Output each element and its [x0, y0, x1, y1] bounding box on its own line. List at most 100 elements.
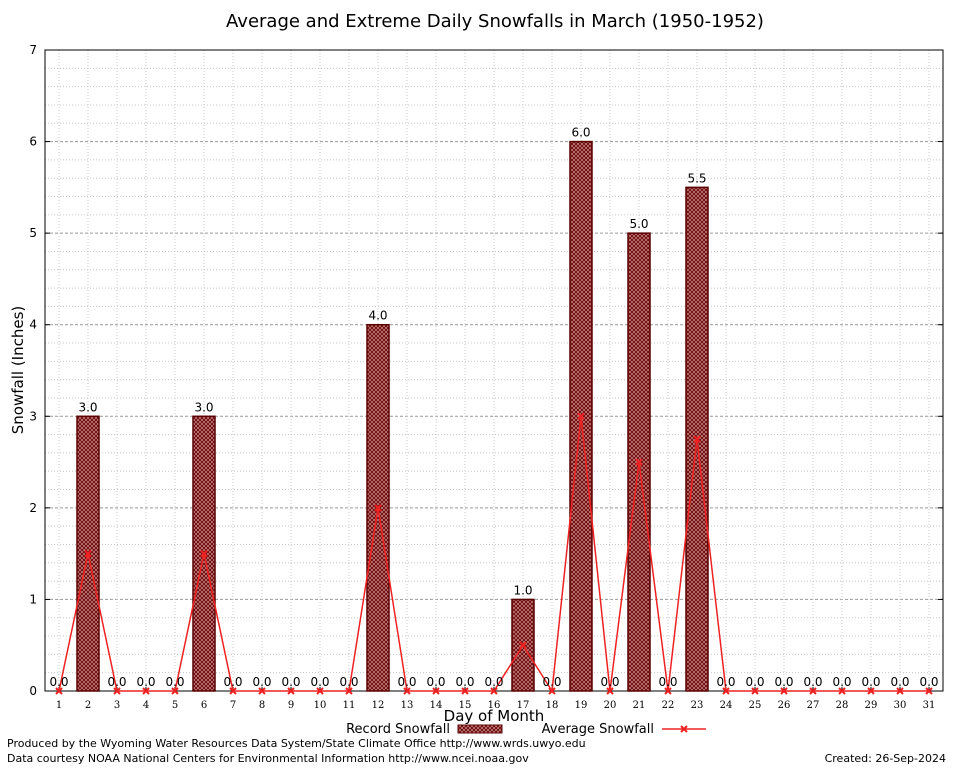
bar-value-label: 0.0: [803, 675, 822, 689]
bar-value-label: 0.0: [745, 675, 764, 689]
average-point: [664, 687, 672, 695]
bar-value-label: 0.0: [426, 675, 445, 689]
average-point: [722, 687, 730, 695]
x-tick-label: 9: [288, 700, 294, 711]
x-tick-label: 5: [172, 700, 178, 711]
y-tick-label: 0: [29, 684, 37, 698]
bar-value-label: 4.0: [368, 309, 387, 323]
y-tick-label: 5: [29, 226, 37, 240]
average-point: [461, 687, 469, 695]
x-tick-label: 17: [517, 700, 530, 711]
y-axis-label: Snowfall (Inches): [9, 306, 27, 434]
y-tick-label: 6: [29, 135, 37, 149]
bar-value-label: 0.0: [223, 675, 242, 689]
average-point: [838, 687, 846, 695]
bar-value-label: 0.0: [658, 675, 677, 689]
x-tick-label: 20: [604, 700, 617, 711]
x-tick-label: 10: [314, 700, 327, 711]
average-point: [229, 687, 237, 695]
bar-value-label: 0.0: [832, 675, 851, 689]
average-point: [490, 687, 498, 695]
bar-value-label: 0.0: [542, 675, 561, 689]
x-tick-label: 22: [662, 700, 675, 711]
bar-value-label: 0.0: [397, 675, 416, 689]
average-point: [635, 458, 643, 466]
x-tick-label: 31: [923, 700, 936, 711]
x-tick-label: 25: [749, 700, 762, 711]
average-point: [84, 549, 92, 558]
average-point: [693, 435, 701, 443]
average-point: [142, 687, 150, 695]
bar-value-label: 0.0: [774, 675, 793, 689]
legend-swatch-average-marker: [680, 725, 688, 733]
line-series: [55, 412, 933, 695]
average-point: [577, 412, 585, 420]
average-point: [896, 687, 904, 695]
bar-value-label: 0.0: [281, 675, 300, 689]
average-point: [345, 687, 353, 695]
bar-value-label: 0.0: [455, 675, 474, 689]
x-tick-label: 18: [546, 700, 559, 711]
average-point: [258, 687, 266, 695]
chart-title: Average and Extreme Daily Snowfalls in M…: [226, 11, 764, 32]
bar-value-label: 3.0: [194, 400, 213, 414]
average-point: [548, 687, 556, 695]
legend-swatch-record: [457, 724, 503, 734]
x-tick-label: 27: [807, 700, 820, 711]
x-axis-label: Day of Month: [444, 707, 545, 725]
bar-value-label: 5.5: [687, 171, 706, 185]
average-point: [316, 687, 324, 695]
average-line: [58, 416, 929, 694]
bar-value-label: 1.0: [513, 583, 532, 597]
x-tick-label: 15: [459, 700, 472, 711]
bar-value-label: 5.0: [629, 217, 648, 231]
x-tick-label: 12: [372, 700, 385, 711]
x-tick-label: 3: [114, 700, 120, 711]
x-tick-label: 30: [894, 700, 907, 711]
average-point: [55, 687, 63, 695]
x-tick-label: 16: [488, 700, 501, 711]
y-axis: 0 1 2 3 4 5 6 7: [29, 43, 943, 698]
bar-value-label: 0.0: [890, 675, 909, 689]
legend-label-average: Average Snowfall: [542, 722, 654, 737]
created-date: Created: 26-Sep-2024: [824, 752, 946, 765]
x-tick-label: 1: [56, 700, 62, 711]
x-tick-label: 21: [633, 700, 646, 711]
x-tick-label: 2: [85, 700, 91, 711]
x-tick-label: 14: [430, 700, 443, 711]
average-point: [780, 687, 788, 695]
x-tick-label: 24: [720, 700, 733, 711]
bar-value-label: 0.0: [339, 675, 358, 689]
y-tick-label: 1: [29, 592, 37, 606]
x-tick-label: 13: [401, 700, 414, 711]
x-tick-label: 23: [691, 700, 704, 711]
y-tick-label: 3: [29, 409, 37, 423]
y-tick-label: 7: [29, 43, 37, 57]
bar-value-label: 0.0: [252, 675, 271, 689]
average-point: [867, 687, 875, 695]
bar-value-label: 0.0: [716, 675, 735, 689]
average-point: [751, 687, 759, 695]
bar-labels: 0.0 3.0 0.0 0.0 0.0 3.0 0.0 0.0 0.0 0.0 0.0 4.0 0.0 0…: [49, 126, 938, 689]
bar-value-label: 0.0: [107, 675, 126, 689]
bar-value-label: 0.0: [49, 675, 68, 689]
bar-value-label: 0.0: [600, 675, 619, 689]
average-point: [809, 687, 817, 695]
y-tick-label: 2: [29, 501, 37, 515]
bar-value-label: 0.0: [919, 675, 938, 689]
average-point: [606, 687, 614, 695]
bar-value-label: 0.0: [484, 675, 503, 689]
average-point: [374, 504, 382, 512]
bar-value-label: 0.0: [136, 675, 155, 689]
average-point: [287, 687, 295, 695]
bar-value-label: 6.0: [571, 126, 590, 140]
x-tick-label: 19: [575, 700, 588, 711]
average-point: [519, 641, 527, 649]
average-point: [925, 687, 933, 695]
x-tick-label: 4: [143, 700, 149, 711]
y-tick-label: 4: [29, 318, 37, 332]
bar-value-label: 3.0: [78, 400, 97, 414]
bar-value-label: 0.0: [165, 675, 184, 689]
x-tick-label: 26: [778, 700, 791, 711]
